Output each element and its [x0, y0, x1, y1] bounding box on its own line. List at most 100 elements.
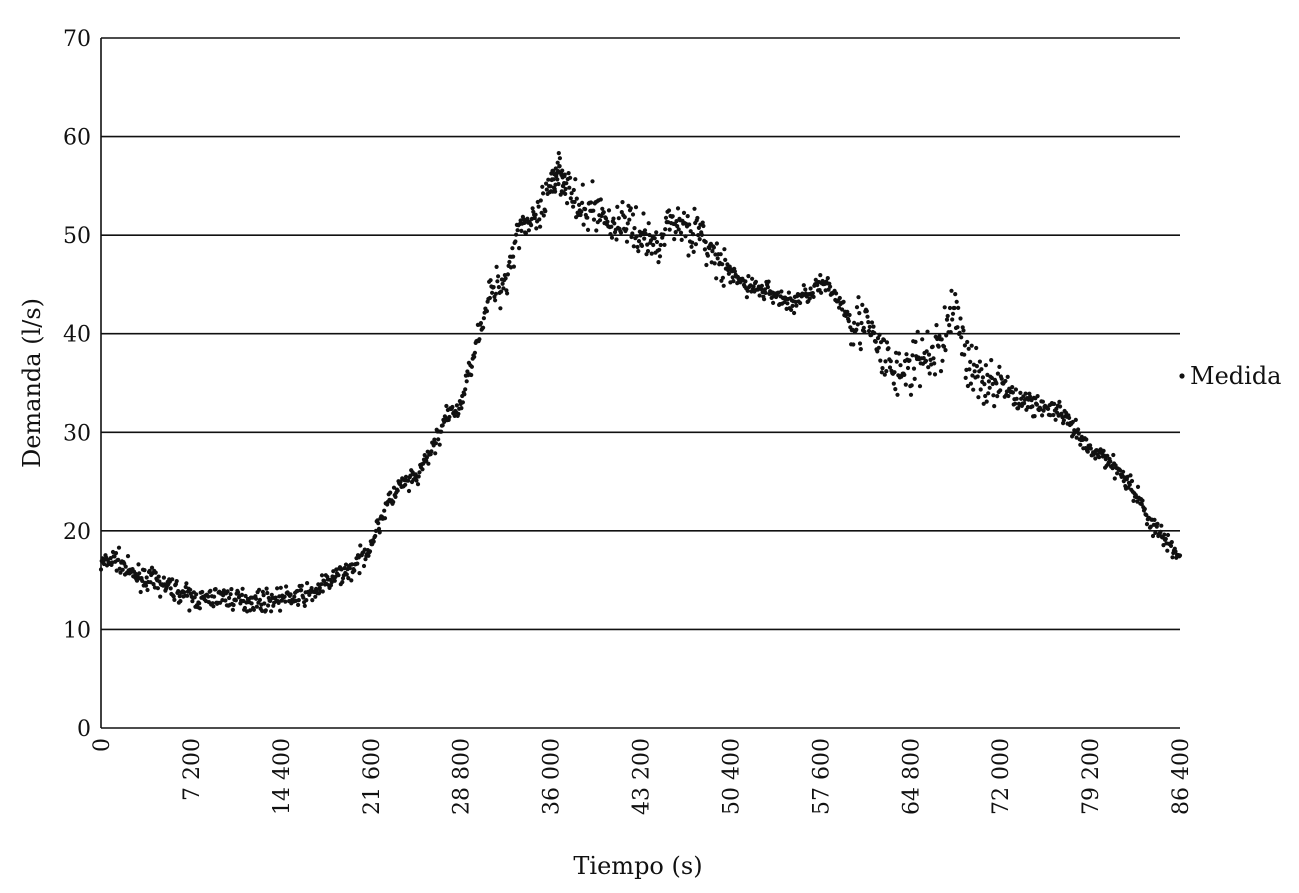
data-point	[894, 359, 899, 364]
data-point	[688, 229, 693, 234]
data-point	[537, 217, 542, 222]
data-point	[714, 241, 720, 246]
data-point	[491, 285, 496, 290]
data-point	[519, 228, 524, 233]
data-point	[503, 276, 508, 281]
data-point	[134, 578, 140, 583]
data-point	[1040, 413, 1045, 418]
data-point	[1158, 529, 1163, 534]
data-point	[560, 168, 565, 173]
data-point	[881, 338, 887, 343]
data-point	[481, 325, 486, 330]
data-point	[523, 231, 529, 236]
data-point	[140, 578, 145, 584]
data-point	[962, 352, 967, 357]
data-point	[745, 288, 750, 293]
data-point	[1128, 473, 1133, 478]
data-point	[349, 578, 354, 583]
data-point	[625, 221, 630, 226]
y-tick-label: 10	[63, 618, 91, 643]
data-point	[1025, 405, 1030, 410]
data-point	[732, 269, 738, 274]
x-tick-label: 86 400	[1169, 738, 1194, 815]
data-point	[406, 488, 412, 494]
data-point	[921, 356, 926, 361]
data-point	[459, 406, 464, 411]
data-point	[974, 364, 980, 369]
data-point	[118, 570, 123, 575]
data-point	[529, 223, 534, 228]
data-point	[456, 411, 461, 416]
data-point	[460, 400, 465, 405]
data-point	[261, 593, 266, 598]
data-point	[569, 191, 574, 196]
data-point	[242, 605, 247, 611]
data-point	[648, 238, 654, 243]
data-point	[230, 607, 235, 612]
data-point	[403, 474, 409, 479]
data-point	[924, 349, 929, 354]
data-point	[903, 382, 908, 387]
data-point	[971, 387, 976, 392]
data-point	[505, 291, 510, 296]
data-point	[120, 567, 125, 572]
data-point	[624, 239, 630, 244]
data-point	[970, 373, 975, 378]
data-point	[546, 177, 551, 182]
data-point	[144, 575, 149, 580]
data-point	[1142, 506, 1147, 512]
data-point	[699, 232, 705, 237]
data-point	[743, 279, 748, 284]
data-point	[511, 264, 516, 269]
data-point	[424, 455, 429, 460]
data-point	[720, 262, 725, 267]
data-point	[1108, 459, 1113, 464]
data-point	[472, 354, 477, 359]
x-tick-label: 14 400	[270, 738, 295, 815]
data-point	[505, 272, 510, 277]
data-point	[548, 184, 553, 189]
data-point	[1115, 471, 1120, 476]
data-point	[639, 243, 645, 248]
data-point	[715, 256, 720, 261]
data-point	[187, 608, 192, 613]
data-point	[136, 562, 141, 567]
data-point	[866, 328, 872, 334]
data-point	[605, 219, 610, 224]
data-point	[888, 359, 893, 364]
data-point	[685, 214, 690, 219]
data-point	[1046, 406, 1051, 411]
data-point	[828, 284, 833, 289]
data-point	[557, 164, 562, 169]
data-point	[798, 300, 803, 306]
data-point	[517, 246, 522, 251]
data-point	[148, 580, 153, 585]
data-point	[278, 608, 283, 613]
data-point	[750, 276, 755, 281]
data-point	[278, 585, 283, 590]
data-point	[837, 295, 842, 301]
data-point	[962, 343, 968, 348]
data-point	[759, 283, 765, 288]
data-point	[184, 581, 189, 586]
gridlines	[101, 37, 1180, 631]
data-point	[794, 303, 799, 308]
data-point	[510, 254, 516, 259]
data-point	[1052, 401, 1057, 406]
data-point	[406, 478, 411, 483]
data-point	[696, 225, 702, 230]
data-point	[450, 404, 455, 410]
data-point	[1018, 390, 1023, 395]
data-point	[875, 349, 880, 354]
data-point	[538, 224, 543, 229]
data-point	[726, 271, 732, 276]
data-point	[689, 244, 694, 249]
data-point	[950, 311, 956, 316]
data-point	[955, 325, 960, 330]
data-point	[956, 305, 961, 310]
data-point	[675, 224, 680, 229]
data-point	[340, 580, 345, 585]
data-point	[663, 227, 668, 232]
data-point	[846, 319, 851, 324]
data-point	[208, 588, 213, 594]
